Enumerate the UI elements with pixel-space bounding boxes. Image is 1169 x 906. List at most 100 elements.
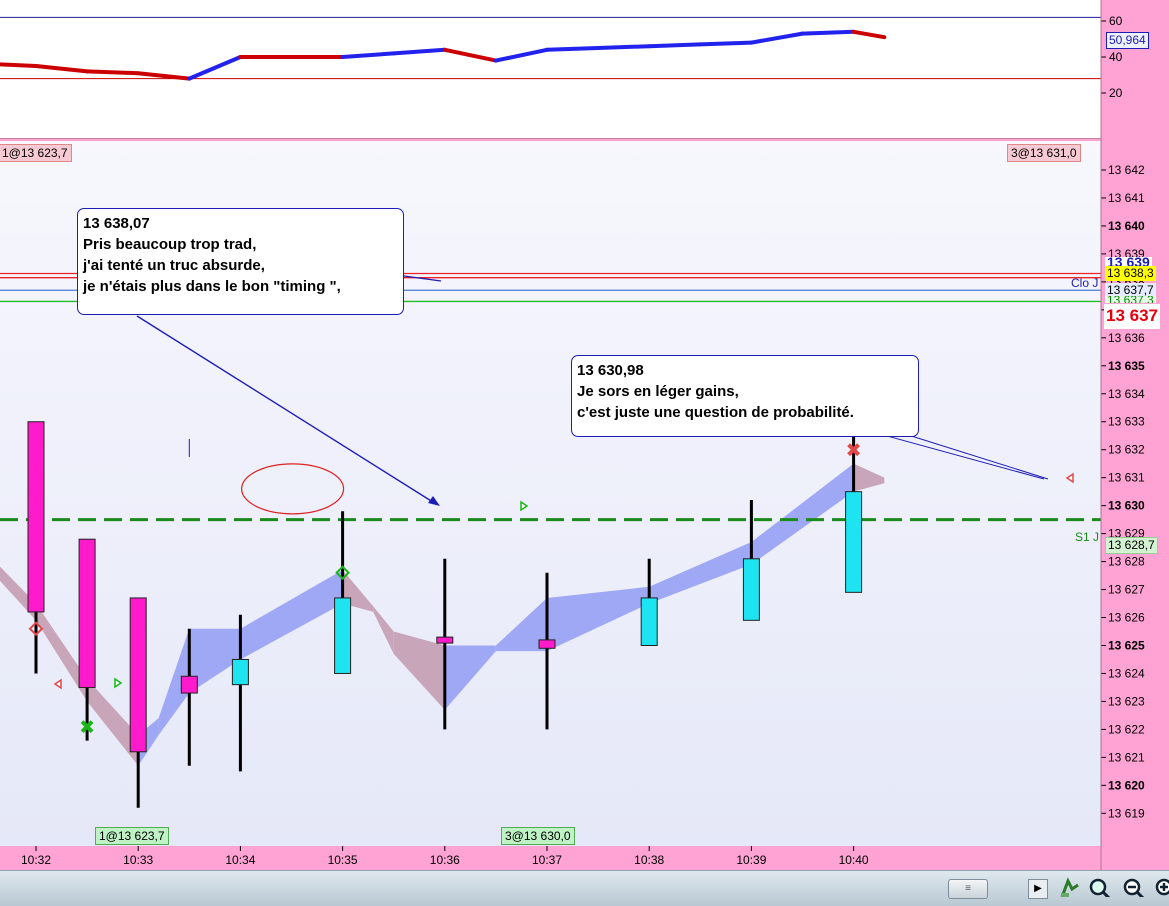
indicator-line-segment	[0, 62, 38, 68]
indicator-line-segment	[34, 64, 90, 74]
annotation-line: 13 630,98	[577, 362, 644, 379]
price-tick-label: 13 633	[1108, 415, 1145, 429]
candle-body	[78, 538, 96, 688]
annotation-line: Je sors en léger gains,	[577, 383, 739, 400]
indicator-y-axis	[1101, 0, 1169, 140]
candle-body	[436, 636, 454, 644]
signal-diamond-marker	[335, 565, 351, 581]
price-label-green-line: 13 637,3	[1105, 296, 1156, 303]
indicator-line-segment	[698, 40, 754, 47]
indicator-line-segment	[545, 46, 601, 52]
price-tick-label: 13 634	[1108, 387, 1145, 401]
indicator-tick-label: 20	[1109, 86, 1123, 100]
arrow-marker	[1065, 472, 1074, 484]
time-tick-label: 10:33	[123, 853, 153, 867]
cloud-band-segment	[444, 645, 496, 710]
price-tick-label: 13 624	[1108, 666, 1145, 680]
annotation-line: Pris beaucoup trop trad,	[83, 236, 257, 253]
price-tick-label: 13 642	[1108, 163, 1145, 177]
annotation-pointer	[136, 315, 437, 505]
price-tick-label: 13 628	[1108, 555, 1145, 569]
annotation-pointer	[403, 275, 442, 282]
arrow-marker	[520, 500, 529, 512]
zoom-in-icon[interactable]	[1154, 877, 1169, 897]
price-tick-label: 13 636	[1108, 331, 1145, 345]
signal-cross-marker	[80, 720, 94, 734]
cloud-band-segment	[853, 463, 885, 492]
indicator-line-segment	[340, 51, 396, 59]
cloud-band-segment	[373, 606, 394, 654]
cloud-band-segment	[138, 718, 159, 766]
candle-body	[845, 491, 863, 593]
time-tick-label: 10:34	[225, 853, 255, 867]
cursor-tool-icon[interactable]	[1058, 877, 1080, 897]
highlight-ellipse	[241, 463, 345, 515]
time-tick-label: 10:35	[328, 853, 358, 867]
annotation-line: je n'étais plus dans le bon "timing ",	[83, 278, 341, 295]
position-tag-right: 3@13 631,0	[1007, 144, 1081, 162]
time-tick-label: 10:36	[430, 853, 460, 867]
zoom-fit-icon[interactable]	[1088, 877, 1114, 897]
panel-separator[interactable]	[0, 138, 1101, 141]
price-label-blue-line: 13 637,7	[1105, 283, 1156, 296]
cloud-band-segment	[36, 603, 88, 702]
time-axis	[0, 846, 1101, 870]
indicator-line-segment	[851, 29, 887, 40]
price-tick-label: 13 641	[1108, 191, 1145, 205]
price-tick-label: 13 640	[1108, 219, 1145, 233]
trade-tag-exit: 3@13 630,0	[501, 827, 575, 845]
candle-body	[129, 597, 147, 753]
price-tick-label: 13 631	[1108, 471, 1145, 485]
scroll-right-button[interactable]: ▶	[1028, 879, 1048, 899]
price-tick-label: 13 635	[1108, 359, 1145, 373]
price-tick-label: 13 626	[1108, 611, 1145, 625]
arrow-marker	[53, 678, 62, 690]
annotation-line: 13 638,07	[83, 215, 150, 232]
position-tag-left: 1@13 623,7	[0, 144, 72, 162]
indicator-line-segment	[391, 47, 447, 56]
signal-cross-marker	[847, 443, 861, 457]
last-price-label: 13 637	[1104, 304, 1160, 329]
indicator-tick-label: 60	[1109, 14, 1123, 28]
annotation-pointer	[904, 433, 1049, 480]
arrow-marker	[114, 677, 123, 689]
trade-tag-entry: 1@13 623,7	[95, 827, 169, 845]
annotation-entry-comment[interactable]: 13 638,07 Pris beaucoup trop trad, j'ai …	[77, 208, 404, 315]
price-tick-label: 13 623	[1108, 694, 1145, 708]
cloud-band-segment	[649, 542, 752, 604]
indicator-line-segment	[800, 29, 856, 36]
cloud-band-segment	[158, 628, 190, 735]
cloud-band-segment	[240, 569, 343, 660]
zoom-out-icon[interactable]	[1122, 877, 1146, 897]
cloud-band-segment	[0, 566, 36, 621]
cloud-band-segment	[189, 628, 241, 694]
indicator-line-segment	[493, 47, 549, 63]
indicator-line-segment	[85, 69, 141, 76]
bottom-toolbar: ≡ ▶	[0, 870, 1169, 906]
indicator-value-label: 50,964	[1106, 32, 1149, 49]
axis-corner	[1101, 846, 1169, 870]
cloud-band-segment	[751, 463, 854, 565]
indicator-line-segment	[442, 47, 498, 63]
price-tick-label: 13 622	[1108, 722, 1145, 736]
scrollbar-thumb[interactable]: ≡	[948, 879, 988, 899]
annotation-exit-comment[interactable]: 13 630,98 Je sors en léger gains, c'est …	[571, 355, 919, 437]
cloud-band-segment	[393, 631, 445, 710]
candle-body	[180, 675, 198, 694]
support-price-label: 13 628,7	[1105, 537, 1158, 554]
price-tick-label: 13 632	[1108, 443, 1145, 457]
candle-body	[334, 597, 352, 674]
time-tick-label: 10:32	[21, 853, 51, 867]
price-label-red-line: 13 638,3	[1105, 266, 1156, 281]
indicator-line-segment	[647, 42, 703, 49]
annotation-line: j'ai tenté un truc absurde,	[83, 257, 265, 274]
annotation-line: c'est juste une question de probabilité.	[577, 404, 854, 421]
candle-body	[27, 421, 45, 613]
candle-body	[640, 597, 658, 646]
close-line-label: Clo J	[1071, 276, 1099, 290]
time-tick-label: 10:40	[839, 853, 869, 867]
price-tick-label: 13 630	[1108, 499, 1145, 513]
support-line-label: S1 J	[1075, 530, 1100, 544]
time-tick-label: 10:39	[736, 853, 766, 867]
indicator-line-segment	[749, 31, 805, 45]
